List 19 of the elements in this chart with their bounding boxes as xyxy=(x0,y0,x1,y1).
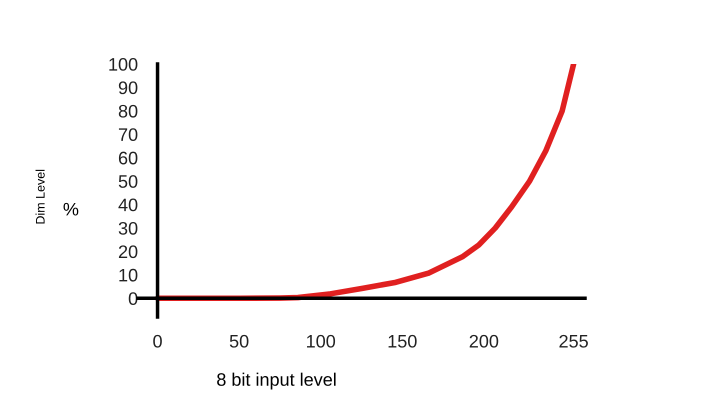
y-tick-label: 20 xyxy=(118,245,138,258)
x-tick-label: 150 xyxy=(388,334,417,348)
x-tick-label: 100 xyxy=(307,334,336,348)
y-tick-label: 100 xyxy=(109,58,138,71)
y-tick-label: 90 xyxy=(118,81,138,94)
y-tick-label: 50 xyxy=(118,175,138,188)
x-tick-label: 255 xyxy=(559,334,588,348)
y-tick-label: 80 xyxy=(118,104,138,118)
y-tick-label: 10 xyxy=(119,268,138,282)
y-tick-label: 30 xyxy=(118,222,138,235)
y-tick-label: 70 xyxy=(118,128,138,142)
y-tick-label: 40 xyxy=(118,198,138,212)
x-tick-label: 200 xyxy=(470,334,498,348)
y-axis-title: % xyxy=(64,202,78,216)
x-tick-label: 50 xyxy=(230,334,248,348)
x-tick-label: 0 xyxy=(153,334,162,348)
x-axis-title: 8 bit input level xyxy=(217,372,336,390)
text: Dim Level xyxy=(36,170,45,224)
y-tick-label: 60 xyxy=(118,152,138,164)
